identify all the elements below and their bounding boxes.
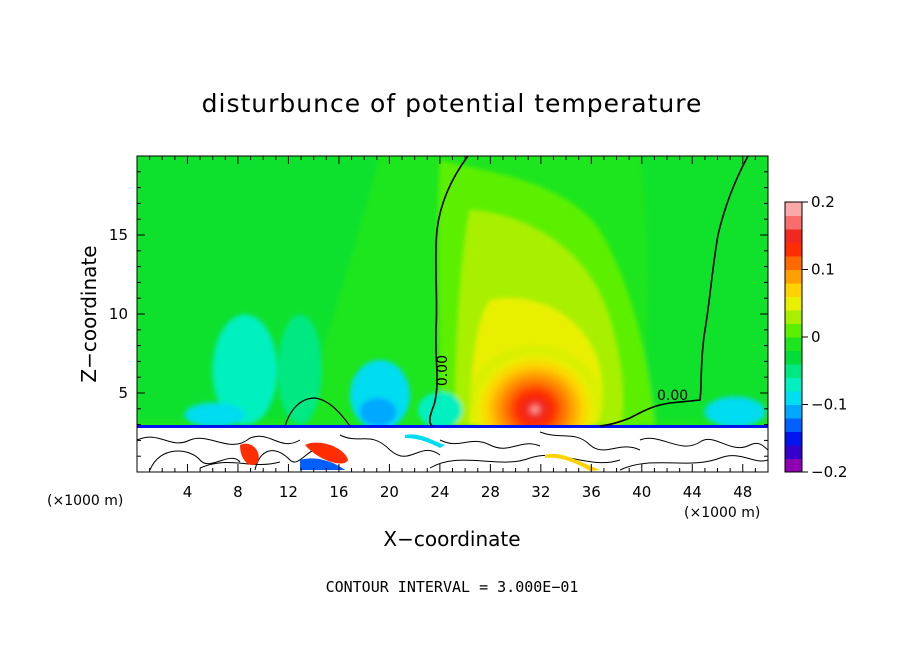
field-region-lightgreen-right [640, 156, 768, 420]
colorbar-swatch [785, 323, 802, 338]
colorbar-swatch [785, 296, 802, 311]
field-region-cyan-2 [278, 315, 322, 425]
x-tick-label: 12 [279, 483, 298, 501]
zero-contour-left [429, 156, 469, 427]
plot-area [137, 156, 768, 472]
terrain-color-features [240, 434, 600, 471]
field-region-cyan-4 [418, 392, 462, 428]
zero-contour-bump-left [284, 397, 351, 427]
x-tick-label: 44 [683, 483, 702, 501]
colorbar-swatch [785, 377, 802, 392]
contour-interval-note: CONTOUR INTERVAL = 3.000E−01 [326, 578, 579, 596]
x-tick-label: 24 [430, 483, 449, 501]
colorbar-swatch [785, 283, 802, 297]
terrain-blue-patch [300, 458, 345, 470]
y-tick-label: 5 [118, 384, 128, 402]
colorbar-tick-label: −0.2 [811, 463, 847, 481]
x-tick-label: 16 [329, 483, 348, 501]
colorbar-swatch [785, 431, 802, 446]
colorbar-tick-label: −0.1 [811, 396, 847, 414]
colorbar-tick-label: 0.1 [811, 261, 835, 279]
field-region-cyan-6 [185, 403, 245, 427]
colorbar [785, 202, 802, 473]
terrain-red-patch-2 [305, 442, 348, 464]
colorbar-swatch [785, 215, 802, 230]
terrain-blue-band [137, 425, 768, 429]
colorbar-swatch [785, 337, 802, 351]
contour-label-left: 0.00 [435, 355, 451, 386]
contour-label-right: 0.00 [657, 388, 688, 404]
y-axis-title: Z−coordinate [77, 245, 101, 382]
colorbar-swatch [785, 256, 802, 270]
field-region-cyan-5 [705, 397, 765, 427]
colorbar-swatch [785, 229, 802, 243]
field-region-blue-3 [360, 398, 396, 426]
zero-contour-right [599, 156, 749, 427]
x-tick-label: 32 [531, 483, 550, 501]
colorbar-swatch [785, 364, 802, 378]
x-tick-label: 28 [481, 483, 500, 501]
colorbar-swatch [785, 458, 802, 473]
x-tick-label: 8 [233, 483, 243, 501]
colorbar-swatch [785, 445, 802, 459]
x-tick-label: 36 [582, 483, 601, 501]
colorbar-swatch [785, 350, 802, 365]
y-tick-label: 15 [109, 226, 128, 244]
terrain-red-patch-1 [240, 443, 259, 466]
chart-title: disturbunce of potential temperature [202, 89, 703, 118]
x-tick-label: 40 [632, 483, 651, 501]
colorbar-swatch [785, 418, 802, 432]
colorbar-swatch [785, 202, 802, 216]
colorbar-tick-label: 0 [811, 328, 821, 346]
terrain-yellow-streak [545, 453, 600, 471]
x-tick-label: 20 [380, 483, 399, 501]
colorbar-swatch [785, 310, 802, 324]
terrain-block [137, 428, 768, 472]
colorbar-swatch [785, 391, 802, 405]
x-tick-label: 4 [183, 483, 193, 501]
colorbar-swatch [785, 269, 802, 284]
y-tick-label: 10 [109, 305, 128, 323]
terrain-contours [137, 431, 768, 471]
colorbar-swatch [785, 242, 802, 257]
x-tick-label: 48 [733, 483, 752, 501]
colorbar-tick-label: 0.2 [811, 193, 835, 211]
terrain-cyan-streak [405, 434, 445, 448]
x-axis: 4 8 12 16 20 24 28 32 36 40 44 48 [149, 156, 756, 501]
colorbar-swatch [785, 404, 802, 419]
y-axis: 5 10 15 [109, 171, 768, 457]
x-unit-left: (×1000 m) [47, 493, 123, 509]
x-unit-right: (×1000 m) [684, 505, 760, 521]
field-region-cyan-1 [213, 315, 277, 425]
colorbar-ticks: 0.2 0.1 0 −0.1 −0.2 [802, 193, 847, 481]
x-axis-title: X−coordinate [383, 527, 520, 551]
field-shading [137, 156, 768, 455]
